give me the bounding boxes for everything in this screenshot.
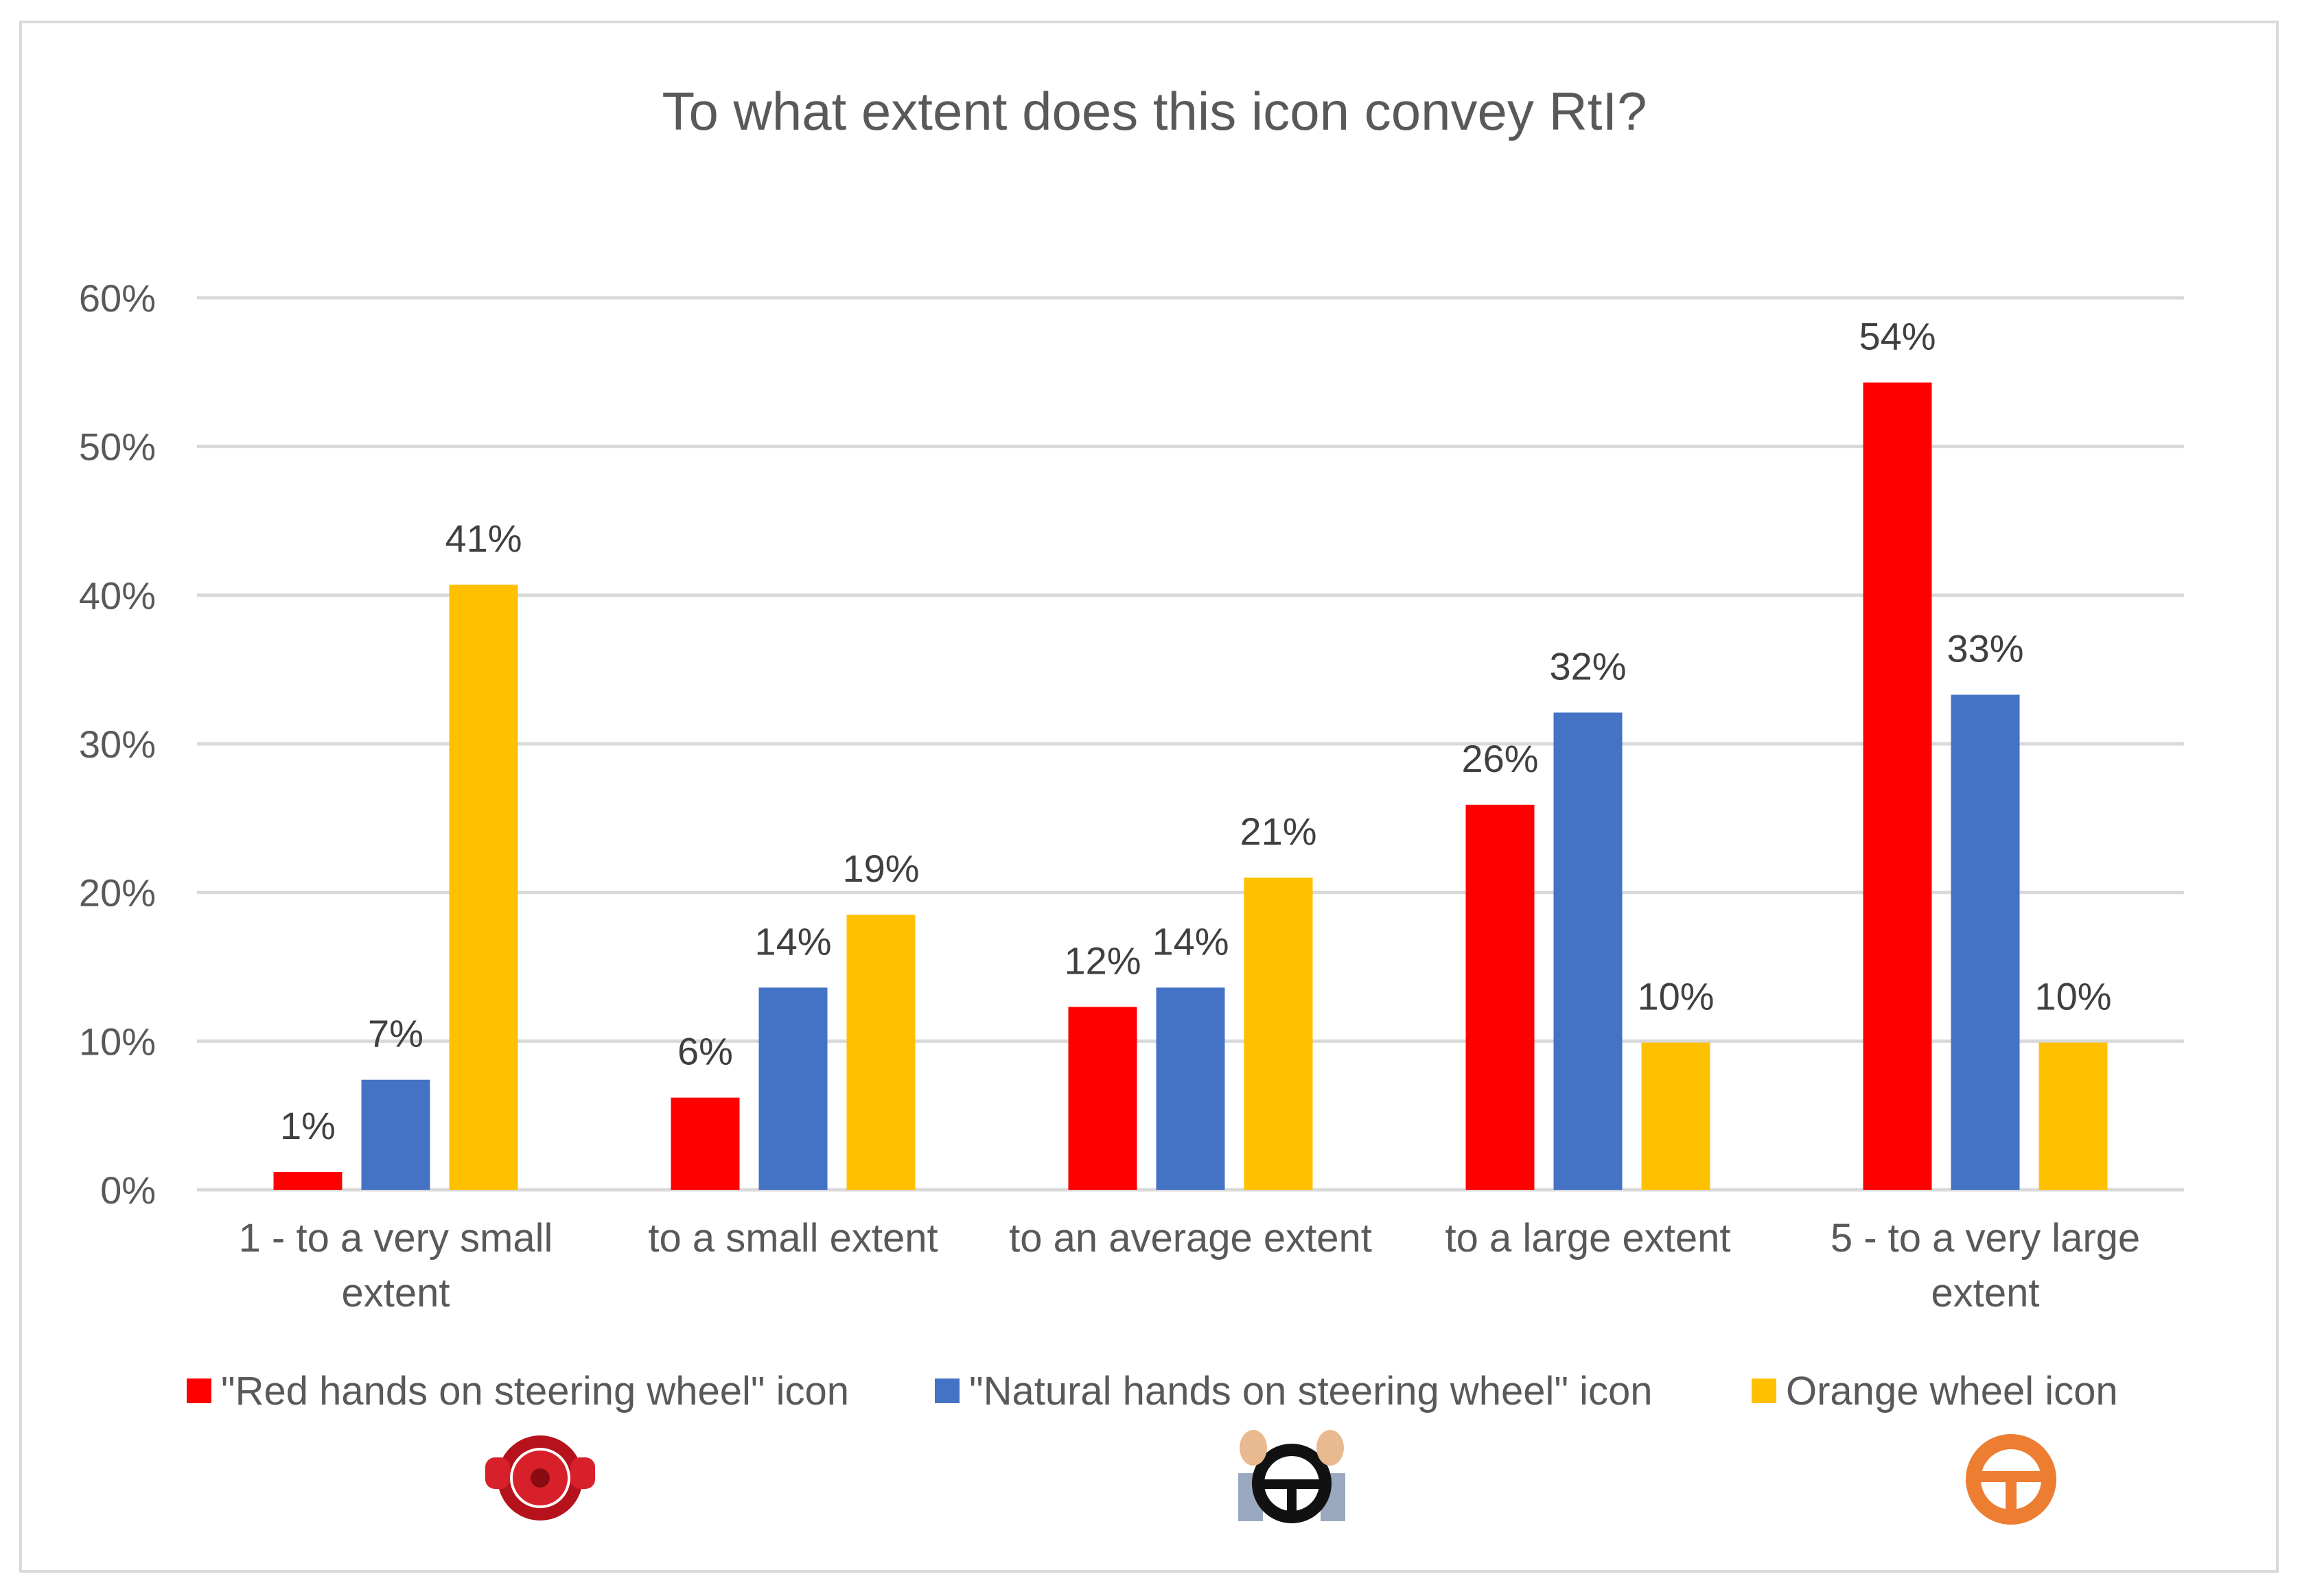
y-tick-label: 10%: [79, 1020, 156, 1063]
data-label: 14%: [1152, 919, 1229, 963]
bar: [671, 1097, 740, 1190]
x-tick-label: 5 - to a very large extent: [1831, 1216, 2140, 1315]
data-label: 19%: [842, 847, 919, 890]
x-tick-label: to a large extent: [1445, 1216, 1731, 1260]
x-axis-categories: 1 - to a very small extent to a small exte…: [239, 1216, 2141, 1315]
data-label: 10%: [1637, 975, 1714, 1018]
bar-chart: To what extent does this icon convey RtI…: [79, 81, 2184, 1525]
data-label: 7%: [368, 1012, 423, 1055]
data-label: 32%: [1549, 645, 1626, 688]
y-axis-ticks: 0% 10% 20% 30% 40% 50% 60%: [79, 277, 156, 1212]
data-label: 26%: [1461, 737, 1538, 780]
bar: [361, 1079, 430, 1190]
data-label: 14%: [754, 919, 831, 963]
bar: [1951, 694, 2020, 1190]
bar: [1068, 1007, 1137, 1190]
bar: [1244, 878, 1313, 1190]
data-label: 54%: [1859, 315, 1936, 358]
red-steering-wheel-icon: [485, 1435, 595, 1521]
y-tick-label: 50%: [79, 425, 156, 469]
bars: [273, 382, 2108, 1190]
y-tick-label: 30%: [79, 723, 156, 766]
chart-frame: To what extent does this icon convey RtI…: [19, 21, 2279, 1573]
bar: [1863, 382, 1932, 1190]
legend-swatch: [187, 1378, 211, 1403]
data-label: 1%: [280, 1104, 336, 1147]
data-label: 6%: [677, 1030, 733, 1073]
natural-hands-steering-wheel-icon: [1238, 1430, 1345, 1523]
legend-label: Orange wheel icon: [1786, 1369, 2118, 1413]
gridlines: [197, 296, 2184, 1192]
y-tick-label: 20%: [79, 871, 156, 915]
bar: [1465, 804, 1535, 1190]
bar: [2038, 1042, 2108, 1190]
legend-swatch: [1752, 1378, 1776, 1403]
data-label: 33%: [1947, 627, 2023, 670]
data-label: 21%: [1240, 810, 1316, 853]
data-label: 12%: [1064, 939, 1141, 983]
legend-swatch: [935, 1378, 960, 1403]
x-tick-label: 1 - to a very small extent: [239, 1216, 553, 1315]
bar: [449, 585, 518, 1190]
y-tick-label: 60%: [79, 277, 156, 320]
bar: [1553, 712, 1623, 1190]
legend: "Red hands on steering wheel" icon "Natur…: [187, 1369, 2118, 1413]
x-tick-label: to a small extent: [648, 1216, 938, 1260]
bar: [846, 915, 916, 1190]
bar: [1156, 987, 1225, 1190]
data-label: 41%: [445, 517, 522, 560]
x-tick-label: to an average extent: [1009, 1216, 1372, 1260]
bar: [273, 1172, 342, 1190]
y-tick-label: 0%: [100, 1169, 156, 1212]
chart-title: To what extent does this icon convey RtI…: [662, 81, 1647, 141]
legend-label: "Red hands on steering wheel" icon: [221, 1369, 849, 1413]
orange-wheel-icon: [1966, 1434, 2056, 1525]
legend-label: "Natural hands on steering wheel" icon: [969, 1369, 1653, 1413]
bar: [1641, 1042, 1710, 1190]
y-tick-label: 40%: [79, 574, 156, 617]
bar: [758, 987, 828, 1190]
data-label: 10%: [2034, 975, 2111, 1018]
data-labels: 1%7%41%6%14%19%12% 14%21%26%32%10%54%33%1…: [280, 315, 2112, 1148]
